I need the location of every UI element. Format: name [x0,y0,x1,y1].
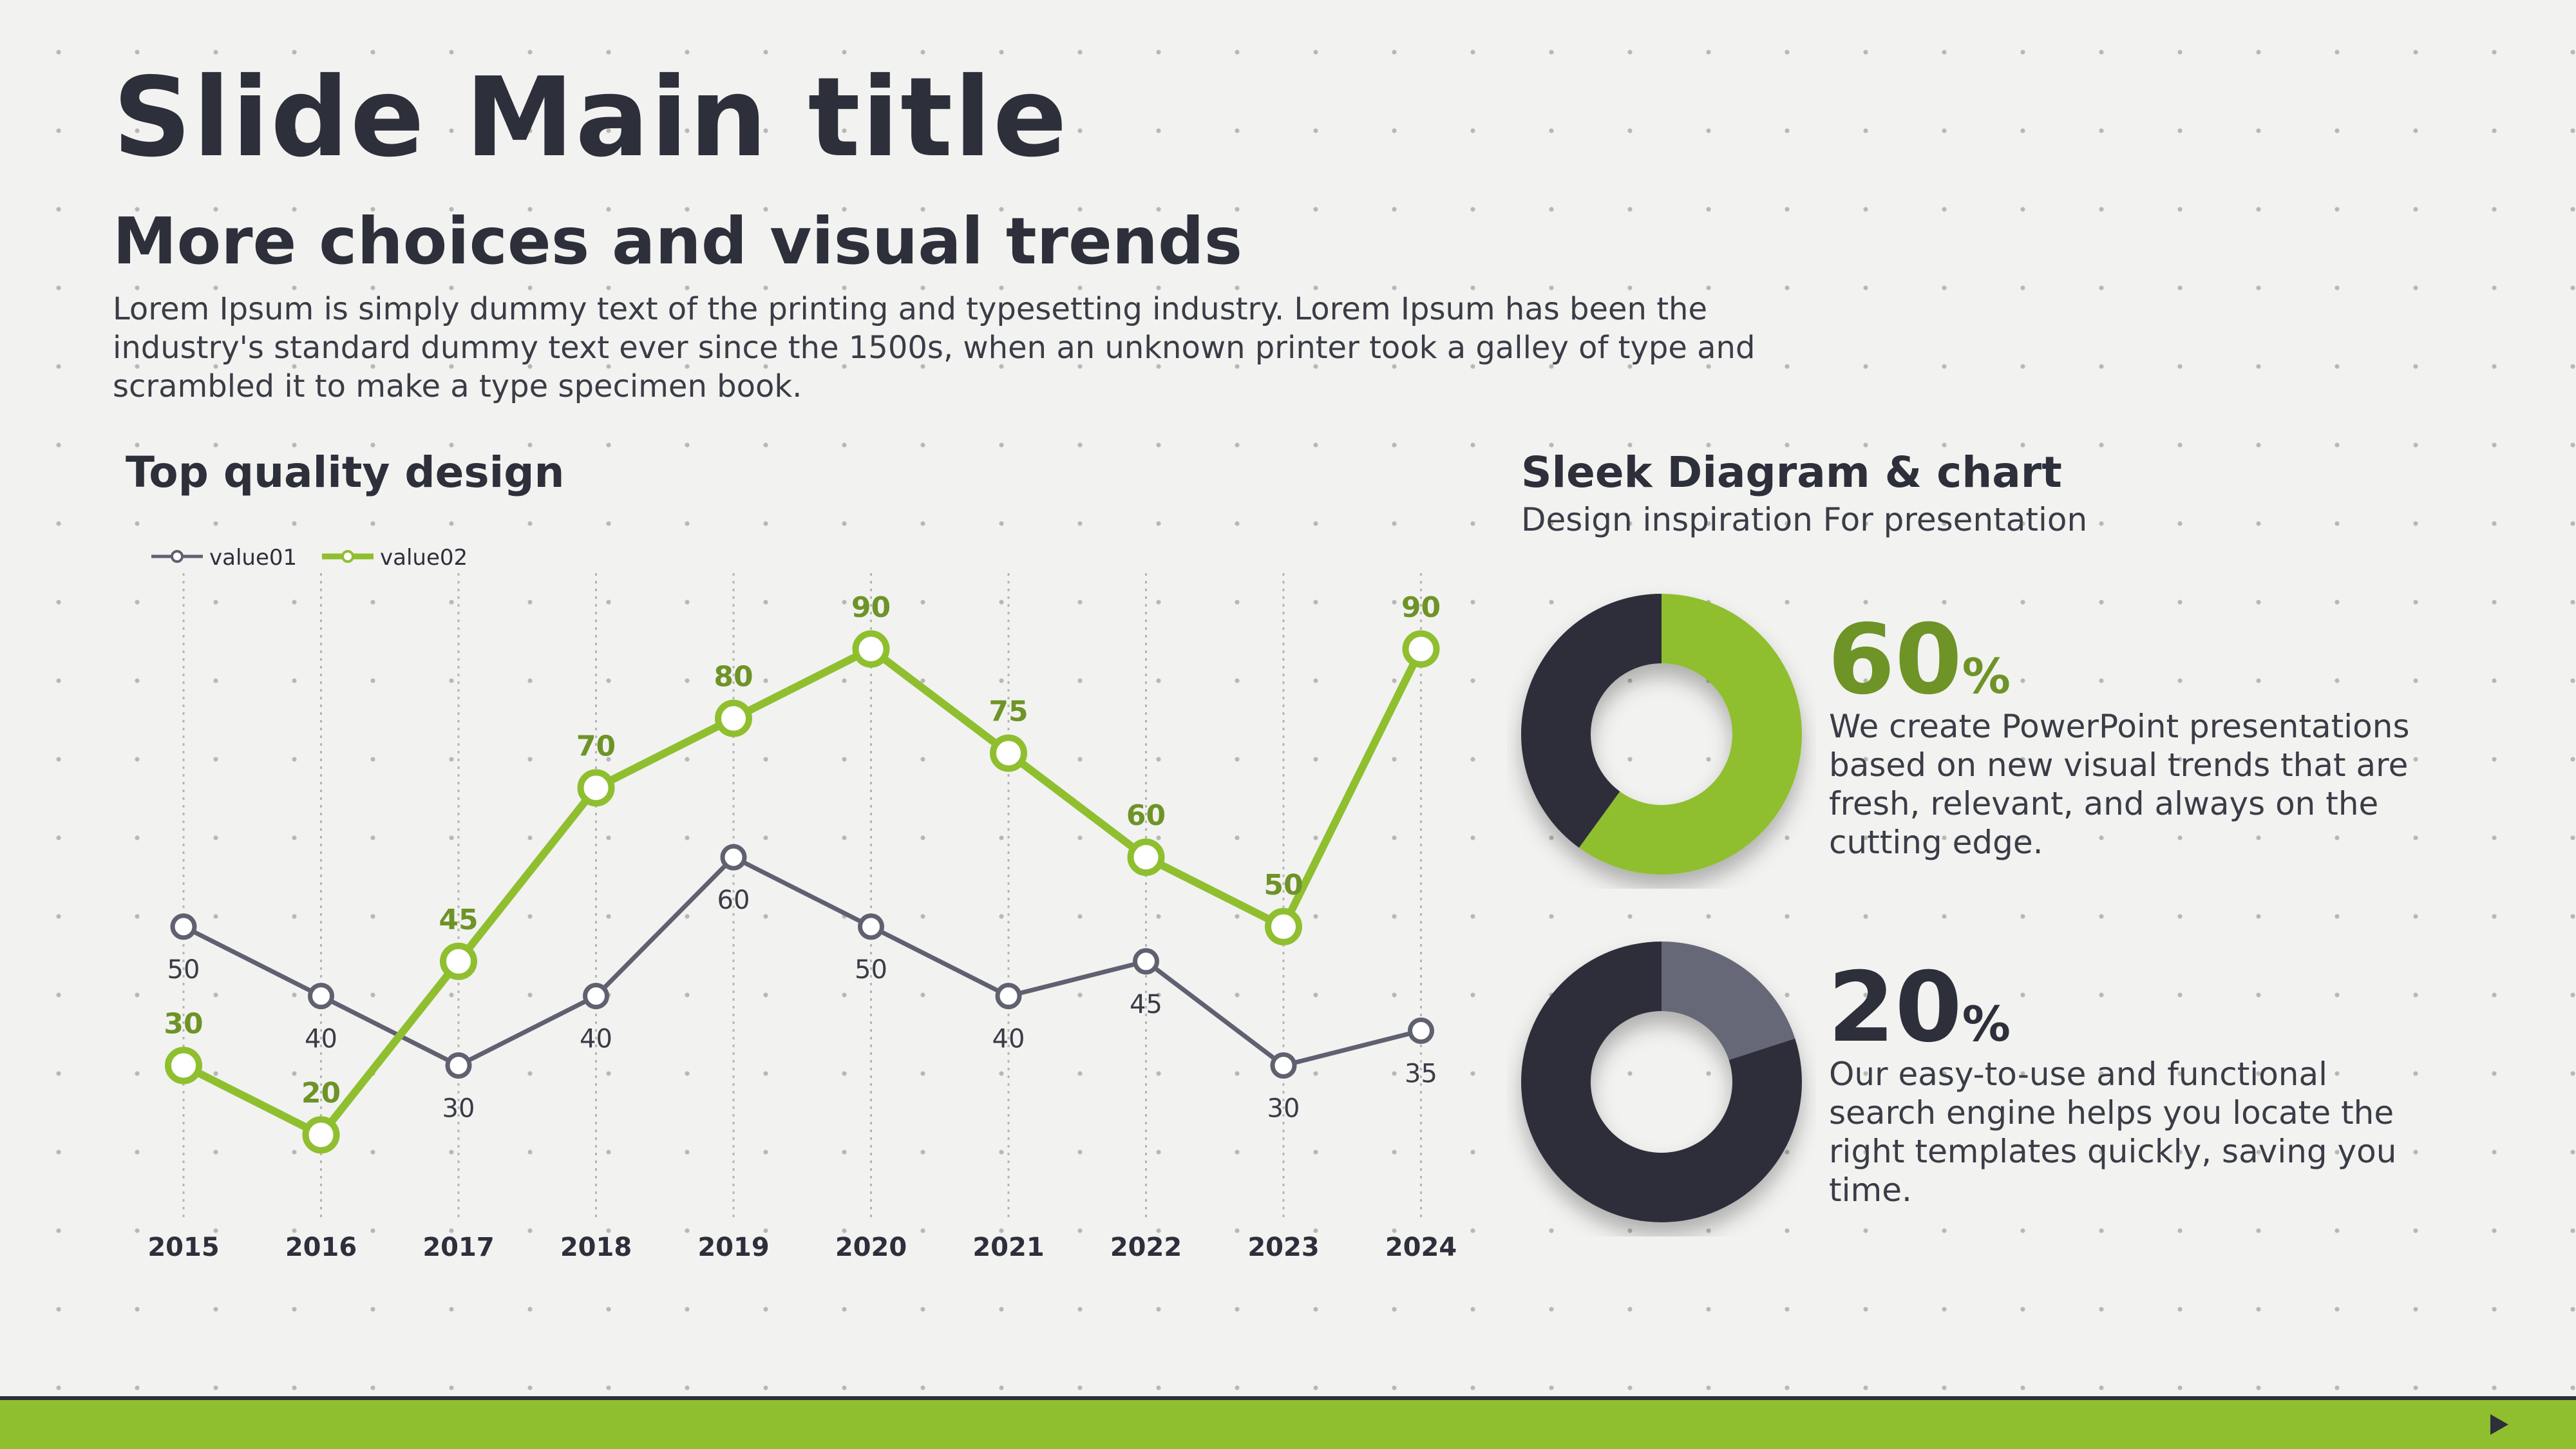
data-label: 40 [580,1025,612,1054]
slide-title: Slide Main title [113,54,1068,182]
x-tick-label: 2023 [1247,1233,1319,1262]
body-paragraph: Lorem Ipsum is simply dummy text of the … [113,291,1756,404]
donut-ring [1521,942,1802,1222]
donut-ring [1521,594,1802,875]
stat-number: 20 [1828,952,1962,1064]
data-point [302,1116,340,1154]
data-label: 30 [164,1007,203,1040]
data-label: 45 [439,904,478,936]
data-point [1127,838,1165,876]
data-label: 90 [851,591,891,624]
data-label: 35 [1405,1059,1437,1089]
x-tick-label: 2017 [422,1233,494,1262]
x-tick-label: 2021 [972,1233,1044,1262]
donut-slice [1521,594,1662,848]
data-label: 40 [992,1025,1025,1054]
data-label: 30 [1267,1094,1300,1123]
data-point [990,734,1027,772]
x-tick-label: 2018 [560,1233,632,1262]
stat-description: We create PowerPoint presentations based… [1829,708,2410,861]
data-label: 45 [1130,990,1162,1019]
legend-marker [171,550,184,563]
data-label: 20 [301,1077,341,1110]
data-point [1265,907,1302,945]
data-point [995,983,1022,1010]
data-point [1133,948,1159,975]
data-label: 50 [855,955,887,985]
donut-chart-60 [1521,594,1802,875]
data-point [852,630,890,668]
donut-section-subheading: Design inspiration For presentation [1521,501,2088,538]
x-tick-label: 2015 [147,1233,219,1262]
stat-number: 60 [1828,604,1962,716]
data-point [583,983,609,1010]
x-tick-label: 2019 [697,1233,769,1262]
data-label: 80 [714,661,753,694]
data-label: 30 [442,1094,475,1123]
stat-description: Our easy-to-use and functional search en… [1829,1056,2397,1209]
gridlines [182,573,1422,1217]
stat-unit: % [1962,648,2011,705]
x-tick-label: 2020 [835,1233,907,1262]
donut-chart-20 [1521,942,1802,1222]
footer-bar [0,1396,2576,1449]
data-point [715,699,752,737]
line-chart-heading: Top quality design [126,448,565,497]
data-label: 50 [167,955,200,985]
data-point [170,913,197,940]
stat-unit: % [1962,996,2011,1052]
data-label: 90 [1401,591,1441,624]
stat-value-20: 20% [1828,960,2011,1056]
data-label: 50 [1264,869,1303,902]
legend-label: value01 [209,545,297,571]
line-chart: 2015 2016 2017 2018 2019 2020 2021 2022 2023 2024… [147,545,1457,1262]
series-line-value02 [182,645,1425,1139]
data-point [577,769,615,807]
legend-marker [341,550,354,563]
data-label: 60 [717,886,750,915]
x-tick-label: 2016 [285,1233,357,1262]
data-label: 40 [305,1025,337,1054]
slide-subtitle: More choices and visual trends [113,204,1243,279]
play-icon[interactable] [2490,1414,2508,1435]
data-point [440,942,477,980]
data-point [858,913,884,940]
stat-value-60: 60% [1828,612,2011,708]
data-label: 75 [989,695,1028,728]
data-point [165,1046,202,1084]
donut-section-heading: Sleek Diagram & chart [1521,448,2062,497]
legend: value01 value02 [151,545,468,571]
data-point [445,1052,472,1079]
data-label: 60 [1126,799,1166,832]
data-label: 70 [576,730,616,762]
x-tick-label: 2024 [1385,1233,1457,1262]
donut-slice [1521,942,1802,1222]
data-point [1402,630,1440,668]
donut-slice [1662,942,1795,1061]
series-line-value01 [182,855,1422,1068]
donut-slice [1578,594,1802,875]
legend-label: value02 [380,545,468,571]
data-point [308,983,334,1010]
data-point [1270,1052,1297,1079]
data-point [720,844,747,871]
data-point [1408,1018,1434,1045]
x-tick-label: 2022 [1110,1233,1182,1262]
